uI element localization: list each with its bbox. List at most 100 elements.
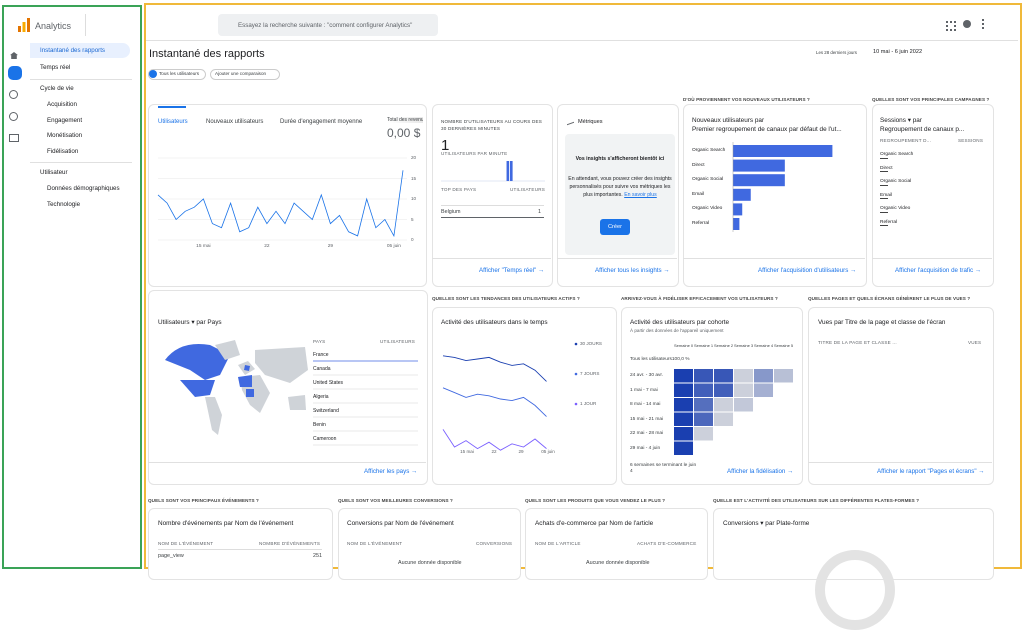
home-icon[interactable] bbox=[10, 52, 18, 59]
world-map bbox=[165, 340, 308, 435]
section-title: QUELS SONT VOS MEILLEURES CONVERSIONS ? bbox=[338, 498, 453, 503]
line bbox=[442, 387, 547, 417]
chip-label[interactable]: Ajouter une comparaison bbox=[215, 71, 267, 76]
table-row: Email bbox=[880, 192, 892, 200]
tab[interactable]: Nouveaux utilisateurs bbox=[206, 119, 264, 125]
acquisition-card bbox=[683, 104, 867, 287]
nav-group[interactable]: Utilisateur bbox=[40, 169, 68, 176]
learn-more[interactable]: En savoir plus bbox=[624, 192, 657, 199]
nav-item[interactable]: Acquisition bbox=[47, 101, 77, 108]
table-header: UTILISATEURS bbox=[510, 187, 545, 192]
tab[interactable]: Total des revenus bbox=[387, 117, 423, 123]
tab-underline bbox=[158, 106, 186, 108]
heat-cell bbox=[734, 383, 753, 397]
heat-cell bbox=[734, 398, 753, 412]
table-header: NOMBRE D'ÉVÉNEMENTS bbox=[259, 541, 321, 546]
nav-item[interactable]: Engagement bbox=[47, 117, 83, 124]
page: {"sidebar":{"logo":"Analytics","items":[… bbox=[0, 0, 1024, 571]
help-icon[interactable] bbox=[963, 20, 971, 28]
users-cell: 1 bbox=[538, 209, 541, 215]
reports-icon[interactable] bbox=[8, 66, 22, 80]
table-row: Switzerland bbox=[313, 408, 339, 414]
nav-item[interactable]: Temps réel bbox=[40, 64, 71, 71]
table-header: ACHATS D'E-COMMERCE bbox=[637, 541, 697, 546]
explore-icon[interactable] bbox=[9, 90, 18, 99]
card-divider bbox=[683, 258, 865, 259]
chip[interactable] bbox=[148, 69, 206, 80]
table-row: Canada bbox=[313, 366, 331, 372]
create-label[interactable]: Créer bbox=[608, 224, 622, 230]
table-row: Cameroon bbox=[313, 436, 337, 442]
nav-item[interactable]: Instantané des rapports bbox=[40, 47, 106, 54]
card-link[interactable]: Afficher "Temps réel" bbox=[479, 267, 544, 274]
column-label: Semaine 4 bbox=[754, 344, 774, 348]
ads-icon[interactable] bbox=[9, 112, 18, 121]
table-row: Organic Social bbox=[880, 179, 911, 186]
nav-item[interactable]: Données démographiques bbox=[47, 185, 120, 192]
card-title: Utilisateurs ▾ par Pays bbox=[158, 319, 222, 326]
card-title: Activité des utilisateurs par cohorte bbox=[630, 319, 730, 326]
bar-label: Email bbox=[692, 191, 704, 197]
bar-label: Direct bbox=[692, 162, 705, 168]
heat-cell bbox=[754, 369, 773, 383]
table-row: Organic Search bbox=[880, 152, 913, 159]
row-label: 29 mai - 4 juin bbox=[630, 445, 661, 451]
card-link[interactable]: Afficher le rapport "Pages et écrans" bbox=[877, 468, 984, 475]
menu-icon[interactable] bbox=[982, 19, 986, 29]
dimension-select[interactable]: Premier regroupement de canaux par défau… bbox=[692, 126, 842, 133]
card-divider bbox=[808, 462, 992, 463]
bar-label: Organic Social bbox=[692, 177, 724, 183]
bar bbox=[510, 161, 513, 181]
nav-item[interactable]: Monétisation bbox=[47, 132, 83, 139]
x-tick-label: 15 mai bbox=[460, 449, 474, 454]
table-rule bbox=[158, 549, 322, 550]
insights-text: En attendant, vous pouvez créer des insi… bbox=[567, 175, 673, 199]
tab[interactable]: Durée d'engagement moyenne bbox=[280, 119, 363, 125]
tab[interactable]: Utilisateurs bbox=[158, 119, 188, 125]
card-link[interactable]: Afficher les pays bbox=[364, 468, 417, 475]
table-header: VUES bbox=[968, 340, 982, 345]
nav-item[interactable]: Fidélisation bbox=[47, 148, 79, 155]
table-row: France bbox=[313, 352, 329, 358]
card-link[interactable]: Afficher l'acquisition d'utilisateurs bbox=[758, 267, 856, 274]
insights-title: Métriques bbox=[578, 119, 603, 125]
chart-layer bbox=[157, 142, 833, 455]
card-link[interactable]: Afficher l'acquisition de trafic bbox=[895, 267, 981, 274]
table-row: Direct bbox=[880, 165, 893, 173]
section-title: QUELS SONT LES PRODUITS QUE VOUS VENDEZ … bbox=[525, 498, 666, 503]
legend-dot bbox=[574, 342, 578, 346]
realtime-title: NOMBRE D'UTILISATEURS AU COURS DES 30 DE… bbox=[441, 119, 543, 132]
section-title: ARRIVEZ-VOUS À FIDÉLISER EFFICACEMENT VO… bbox=[621, 296, 778, 301]
apps-icon[interactable] bbox=[946, 21, 956, 31]
date-range[interactable]: 10 mai - 6 juin 2022 bbox=[873, 49, 923, 55]
search-box[interactable] bbox=[218, 14, 438, 36]
x-tick-label: 05 juin bbox=[541, 449, 555, 454]
table-rule bbox=[441, 205, 544, 206]
dimension-select[interactable]: Regroupement de canaux p... bbox=[880, 126, 965, 133]
line bbox=[442, 355, 547, 382]
table-row: Algeria bbox=[313, 394, 329, 400]
card-link[interactable]: Afficher la fidélisation bbox=[727, 468, 793, 475]
table-header: SESSIONS bbox=[958, 138, 984, 143]
legend-label: 30 JOURS bbox=[580, 341, 602, 346]
row-label: 15 mai - 21 mai bbox=[630, 416, 664, 422]
card-divider bbox=[557, 258, 677, 259]
date-prefix: Les 28 derniers jours bbox=[816, 50, 858, 55]
card-link[interactable]: Afficher tous les insights bbox=[595, 267, 670, 274]
chip-label[interactable]: Tous les utilisateurs bbox=[159, 71, 200, 76]
column-label: Semaine 5 bbox=[774, 344, 794, 348]
config-icon[interactable] bbox=[9, 134, 19, 142]
heat-cell bbox=[714, 398, 733, 412]
heat-cell bbox=[714, 412, 733, 426]
bar-label: Organic Video bbox=[692, 206, 723, 212]
nav-item[interactable]: Technologie bbox=[47, 201, 81, 208]
metric-select[interactable]: Sessions ▾ par bbox=[880, 117, 922, 124]
search-placeholder[interactable]: Essayez la recherche suivante : "comment… bbox=[238, 22, 413, 29]
nav-group[interactable]: Cycle de vie bbox=[40, 85, 74, 92]
chip[interactable] bbox=[210, 69, 280, 80]
realtime-subtitle: UTILISATEURS PAR MINUTE bbox=[441, 151, 508, 156]
x-tick-label: 22 bbox=[264, 244, 270, 249]
card-title: Conversions ▾ par Plate-forme bbox=[723, 520, 810, 527]
chip-dot bbox=[149, 70, 157, 78]
create-button[interactable] bbox=[600, 219, 630, 235]
